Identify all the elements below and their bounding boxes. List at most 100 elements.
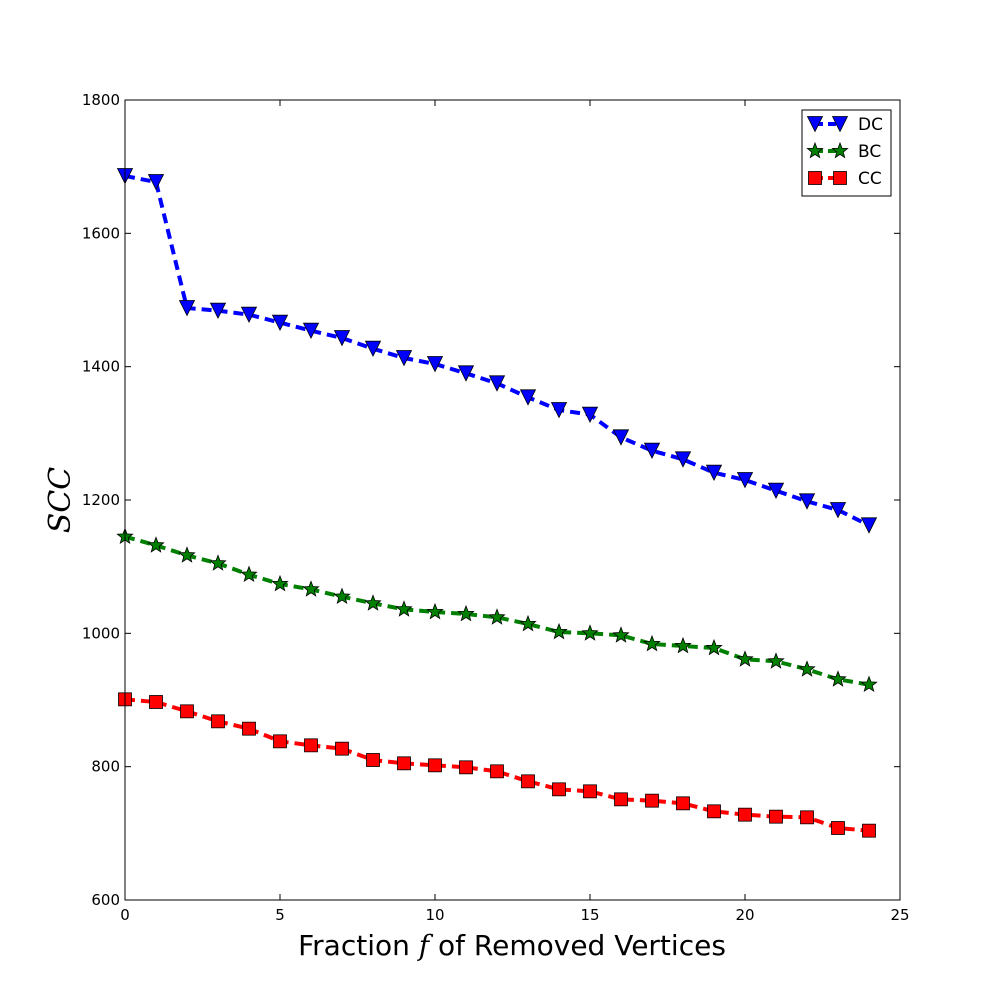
data-point-bc bbox=[333, 587, 351, 605]
data-point-bc bbox=[705, 638, 723, 656]
data-point-bc bbox=[612, 626, 630, 643]
legend-label-dc: DC bbox=[858, 115, 883, 135]
data-point-bc bbox=[581, 624, 599, 641]
data-point-dc bbox=[457, 365, 475, 382]
legend-marker-bc bbox=[831, 141, 849, 159]
legend-item-bc: BC bbox=[806, 141, 881, 162]
data-point-bc bbox=[147, 536, 165, 553]
data-point-cc bbox=[738, 807, 752, 822]
y-tick-label: 1600 bbox=[82, 224, 120, 242]
data-point-cc bbox=[459, 760, 473, 775]
data-point-bc bbox=[364, 594, 382, 611]
series-dc bbox=[116, 168, 878, 534]
data-point-cc bbox=[614, 792, 628, 807]
data-point-bc bbox=[643, 634, 661, 652]
legend-marker-dc bbox=[806, 116, 824, 133]
data-point-cc bbox=[366, 753, 380, 767]
data-point-cc bbox=[397, 756, 411, 771]
data-point-cc bbox=[862, 823, 876, 838]
series-cc bbox=[118, 692, 876, 838]
data-point-bc bbox=[550, 622, 568, 640]
data-point-bc bbox=[798, 660, 816, 677]
y-tick-label: 800 bbox=[91, 758, 120, 776]
legend-marker-bc bbox=[806, 141, 824, 159]
data-point-dc bbox=[271, 314, 289, 332]
data-point-dc bbox=[581, 406, 599, 424]
legend-label-cc: CC bbox=[858, 169, 882, 189]
plot-background bbox=[125, 100, 900, 900]
legend-label-bc: BC bbox=[858, 142, 881, 162]
data-point-dc bbox=[302, 322, 320, 340]
data-point-bc bbox=[488, 608, 506, 625]
data-point-bc bbox=[829, 670, 847, 687]
series-bc bbox=[116, 527, 878, 693]
data-point-dc bbox=[705, 464, 723, 482]
data-point-bc bbox=[271, 574, 289, 592]
data-point-cc bbox=[800, 810, 814, 825]
ticks-layer: 0 5 10 15 20 25 600 800 1000 1200 1400 1600 1800 bbox=[82, 91, 910, 924]
data-point-bc bbox=[457, 604, 475, 622]
y-tick-label: 1200 bbox=[82, 491, 120, 509]
x-tick-label: 5 bbox=[275, 906, 285, 924]
data-point-bc bbox=[240, 565, 258, 583]
data-point-cc bbox=[645, 793, 659, 808]
data-point-dc bbox=[147, 174, 165, 191]
data-point-bc bbox=[395, 600, 413, 617]
data-point-cc bbox=[149, 695, 163, 709]
legend-item-cc: CC bbox=[808, 169, 882, 189]
data-point-cc bbox=[552, 782, 566, 797]
legend-marker-cc bbox=[833, 171, 847, 185]
data-point-bc bbox=[674, 636, 692, 654]
data-point-bc bbox=[178, 546, 196, 563]
data-point-cc bbox=[273, 734, 287, 749]
data-point-dc bbox=[612, 429, 630, 446]
data-point-dc bbox=[488, 375, 506, 392]
data-point-cc bbox=[428, 758, 442, 773]
data-point-cc bbox=[707, 804, 721, 819]
data-point-bc bbox=[519, 614, 537, 632]
y-tick-label: 1400 bbox=[82, 358, 120, 376]
x-tick-label: 10 bbox=[425, 906, 444, 924]
data-point-cc bbox=[180, 704, 194, 719]
data-point-cc bbox=[831, 821, 845, 835]
data-point-cc bbox=[335, 741, 349, 756]
x-tick-label: 20 bbox=[735, 906, 754, 924]
legend: DC BC CC bbox=[801, 109, 892, 197]
data-point-cc bbox=[676, 796, 690, 811]
y-axis-label: SCC bbox=[43, 467, 78, 534]
data-point-dc bbox=[674, 451, 692, 468]
data-point-bc bbox=[426, 602, 444, 620]
data-point-cc bbox=[521, 774, 535, 789]
x-axis-label: Fraction f of Removed Vertices bbox=[298, 929, 726, 962]
legend-item-dc: DC bbox=[806, 115, 883, 135]
data-point-bc bbox=[860, 675, 878, 693]
y-tick-label: 600 bbox=[91, 891, 120, 909]
data-point-dc bbox=[829, 502, 847, 519]
data-point-dc bbox=[395, 350, 413, 367]
data-point-cc bbox=[211, 714, 225, 729]
data-point-bc bbox=[736, 650, 754, 667]
x-tick-label: 0 bbox=[120, 906, 130, 924]
legend-marker-cc bbox=[808, 171, 822, 185]
data-point-bc bbox=[209, 554, 227, 571]
data-point-dc bbox=[240, 306, 258, 324]
data-point-dc bbox=[333, 330, 351, 347]
series-layer bbox=[116, 168, 878, 838]
data-point-cc bbox=[769, 809, 783, 824]
data-point-dc bbox=[550, 402, 568, 419]
legend-marker-dc bbox=[831, 116, 849, 133]
data-point-cc bbox=[242, 721, 256, 736]
data-point-bc bbox=[302, 580, 320, 597]
data-point-dc bbox=[860, 517, 878, 534]
data-point-bc bbox=[767, 652, 785, 669]
data-point-dc bbox=[209, 302, 227, 320]
data-point-dc bbox=[798, 493, 816, 510]
data-point-dc bbox=[364, 340, 382, 358]
data-point-cc bbox=[583, 784, 597, 799]
data-point-dc bbox=[178, 300, 196, 317]
data-point-dc bbox=[767, 482, 785, 500]
data-point-dc bbox=[643, 442, 661, 460]
data-point-dc bbox=[426, 356, 444, 373]
data-point-dc bbox=[736, 472, 754, 489]
